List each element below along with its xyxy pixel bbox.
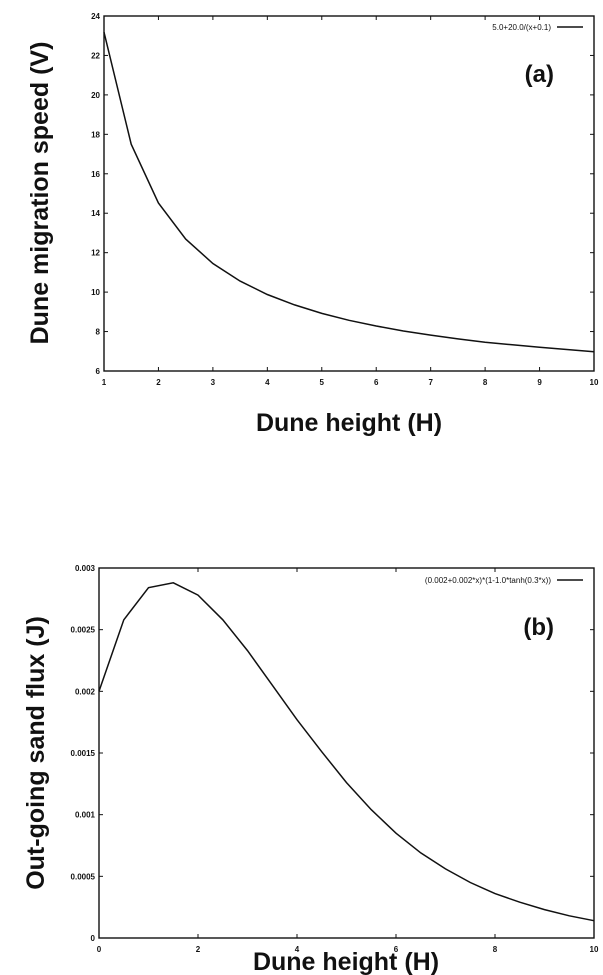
x-tick-label: 2 xyxy=(156,378,161,387)
series-line xyxy=(98,582,595,922)
y-tick-label: 24 xyxy=(91,12,100,21)
x-tick-label: 1 xyxy=(102,378,107,387)
y-tick-label: 0.0005 xyxy=(71,872,96,881)
chart-panel-b: 0 2 4 6 8 10 0 0.0005 0.001 0.0015 0.002 0.0025 0.00… xyxy=(22,564,599,975)
series-line xyxy=(103,32,595,353)
panel-label: (b) xyxy=(523,614,554,641)
y-tick-label: 8 xyxy=(96,328,101,337)
x-tick-label: 2 xyxy=(196,945,201,954)
y-tick-label: 10 xyxy=(91,288,100,297)
legend-label: 5.0+20.0/(x+0.1) xyxy=(492,23,551,32)
x-tick-label: 4 xyxy=(295,945,300,954)
chart-panel-a: 1 2 3 4 5 6 7 8 9 106810121416182022245.0+20.0/(x… xyxy=(26,12,599,437)
x-tick-label: 4 xyxy=(265,378,270,387)
y-tick-label: 18 xyxy=(91,130,100,139)
x-tick-label: 7 xyxy=(428,378,433,387)
x-tick-label: 8 xyxy=(483,378,488,387)
y-tick-label: 16 xyxy=(91,170,100,179)
legend-label: (0.002+0.002*x)*(1-1.0*tanh(0.3*x)) xyxy=(425,576,551,585)
x-tick-label: 9 xyxy=(537,378,542,387)
x-tick-label: 6 xyxy=(374,378,379,387)
y-tick-label: 6 xyxy=(96,367,101,376)
y-tick-label: 20 xyxy=(91,91,100,100)
x-tick-label: 3 xyxy=(211,378,216,387)
x-tick-label: 0 xyxy=(97,945,102,954)
y-tick-label: 12 xyxy=(91,249,100,258)
x-tick-label: 10 xyxy=(590,378,599,387)
y-tick-label: 0.003 xyxy=(75,564,96,573)
x-axis-title: Dune height (H) xyxy=(256,409,442,437)
y-tick-label: 14 xyxy=(91,209,100,218)
y-tick-label: 0.002 xyxy=(75,687,96,696)
plot-frame xyxy=(103,15,595,372)
x-tick-label: 10 xyxy=(590,945,599,954)
y-tick-label: 0.0025 xyxy=(71,626,96,635)
y-axis-title: Dune migration speed (V) xyxy=(26,42,54,345)
x-tick-label: 8 xyxy=(493,945,498,954)
panel-label: (a) xyxy=(525,61,554,88)
y-tick-label: 0.0015 xyxy=(71,749,96,758)
y-tick-label: 22 xyxy=(91,51,100,60)
plot-frame xyxy=(98,567,595,939)
y-axis-title: Out-going sand flux (J) xyxy=(22,616,50,890)
x-tick-label: 5 xyxy=(320,378,325,387)
x-tick-label: 6 xyxy=(394,945,399,954)
y-tick-label: 0 xyxy=(91,934,96,943)
y-tick-label: 0.001 xyxy=(75,811,96,820)
x-axis-title: Dune height (H) xyxy=(253,948,439,975)
